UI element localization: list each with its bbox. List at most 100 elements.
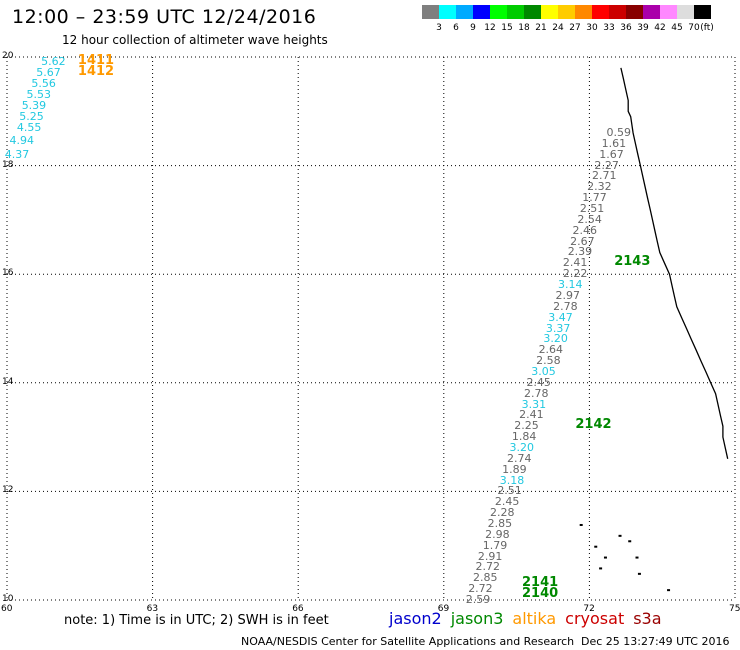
satellite-legend: jason2 jason3 altika cryosat s3a xyxy=(389,609,671,628)
track-number-label: 2141 xyxy=(522,574,559,590)
track-number-label: 1411 xyxy=(77,53,115,69)
x-tick-63: 63 xyxy=(146,604,159,614)
island-7 xyxy=(667,589,671,592)
wave-height-value: 2.45 xyxy=(526,375,551,389)
x-tick-60: 60 xyxy=(1,604,13,614)
wave-height-value: 2.72 xyxy=(475,560,500,574)
color-swatch xyxy=(422,5,439,19)
color-swatch xyxy=(609,5,626,19)
color-swatch xyxy=(541,5,558,19)
wave-height-value: 2.41 xyxy=(562,256,588,270)
wave-height-value: 3.20 xyxy=(509,440,534,454)
wave-height-value: 2.98 xyxy=(485,527,510,541)
wave-height-value: 2.85 xyxy=(473,571,498,585)
legend-s3a: s3a xyxy=(633,609,662,628)
wave-height-value: 2.72 xyxy=(468,582,493,596)
color-scale-tick: 6 xyxy=(453,23,459,33)
wave-height-value: 1.77 xyxy=(582,191,607,205)
color-scale-tick: 30 xyxy=(586,23,598,33)
wave-height-value: 1.79 xyxy=(482,538,508,552)
island-4 xyxy=(637,572,641,575)
wave-height-value: 2.22 xyxy=(562,267,588,281)
color-swatch xyxy=(558,5,575,19)
x-tick-69: 69 xyxy=(437,604,450,614)
wave-height-value: 2.25 xyxy=(514,419,539,433)
island-1 xyxy=(603,556,607,559)
legend-jason2: jason2 xyxy=(389,609,442,628)
wave-height-value: 1.67 xyxy=(599,147,624,161)
wave-height-value: 3.18 xyxy=(499,473,525,487)
wave-height-value: 2.74 xyxy=(507,451,532,465)
footer-note: note: 1) Time is in UTC; 2) SWH is in fe… xyxy=(64,613,329,628)
wave-height-value: 2.85 xyxy=(487,516,513,530)
island-3 xyxy=(628,540,632,543)
y-tick-12: 12 xyxy=(2,485,14,496)
wave-height-value: 2.41 xyxy=(519,408,544,422)
island-2 xyxy=(618,534,622,537)
wave-height-value: 2.39 xyxy=(567,245,593,259)
color-swatch xyxy=(439,5,456,19)
island-0 xyxy=(594,545,598,548)
color-swatch xyxy=(490,5,507,19)
wave-height-value: 2.51 xyxy=(497,484,522,498)
y-tick-20: 20 xyxy=(2,51,14,61)
color-scale-tick: 12 xyxy=(484,23,496,33)
island-8 xyxy=(599,567,603,570)
island-6 xyxy=(579,523,583,526)
wave-height-value: 2.67 xyxy=(570,234,595,248)
track-number-label: 2140 xyxy=(522,585,559,601)
wave-height-value: 2.45 xyxy=(494,495,520,509)
color-swatch xyxy=(694,5,711,19)
map-subtitle: 12 hour collection of altimeter wave hei… xyxy=(62,33,328,47)
wave-height-value: 0.59 xyxy=(606,126,632,140)
color-swatch xyxy=(677,5,694,19)
wave-height-value: 3.47 xyxy=(548,310,573,324)
color-scale-tick: 3 xyxy=(436,23,442,33)
y-tick-14: 14 xyxy=(2,376,14,387)
color-scale-tick: 36 xyxy=(620,23,632,33)
color-swatch xyxy=(626,5,643,19)
color-swatch xyxy=(575,5,592,19)
color-swatch xyxy=(473,5,490,19)
wave-height-value: 1.84 xyxy=(511,430,537,444)
wave-height-value: 4.37 xyxy=(4,147,30,161)
color-swatch xyxy=(643,5,660,19)
legend-cryosat: cryosat xyxy=(565,609,625,628)
wave-height-value: 2.71 xyxy=(591,169,617,183)
india-coastline xyxy=(620,67,729,459)
color-scale-tick: 70 xyxy=(688,23,700,33)
track-number-label: 1412 xyxy=(77,64,115,80)
wave-height-value: 5.25 xyxy=(19,109,44,123)
legend-jason3: jason3 xyxy=(450,609,504,628)
wave-height-value: 2.59 xyxy=(465,593,491,606)
wave-height-value: 4.55 xyxy=(16,120,42,134)
wave-height-value: 2.58 xyxy=(536,354,561,368)
x-tick-66: 66 xyxy=(292,604,304,614)
color-scale-tick: 18 xyxy=(518,23,530,33)
wave-height-value: 3.05 xyxy=(531,364,556,378)
wave-height-value: 2.51 xyxy=(579,202,605,216)
footer-credit: NOAA/NESDIS Center for Satellite Applica… xyxy=(241,635,575,648)
y-tick-18: 18 xyxy=(2,159,14,170)
color-scale-tick: 24 xyxy=(552,23,564,33)
color-swatch xyxy=(660,5,677,19)
color-scale-tick: 21 xyxy=(535,23,547,33)
color-scale-tick: 27 xyxy=(569,23,581,33)
color-swatch xyxy=(524,5,541,19)
wave-height-value: 5.62 xyxy=(41,55,66,69)
wave-height-value: 3.14 xyxy=(557,278,583,292)
color-scale-tick: 33 xyxy=(603,23,615,33)
island-5 xyxy=(635,556,639,559)
wave-height-value: 5.53 xyxy=(26,88,52,101)
track-number-label: 2142 xyxy=(575,417,612,433)
wave-height-value: 2.78 xyxy=(553,299,578,313)
wave-height-value: 2.64 xyxy=(538,343,564,357)
wave-height-value: 3.20 xyxy=(543,332,568,346)
wave-height-value: 2.32 xyxy=(587,180,612,194)
x-tick-72: 72 xyxy=(583,604,595,614)
color-scale-tick: 15 xyxy=(501,23,513,33)
map-title: 12:00 – 23:59 UTC 12/24/2016 xyxy=(12,6,317,28)
legend-altika: altika xyxy=(512,609,557,628)
x-tick-75: 75 xyxy=(729,604,740,614)
